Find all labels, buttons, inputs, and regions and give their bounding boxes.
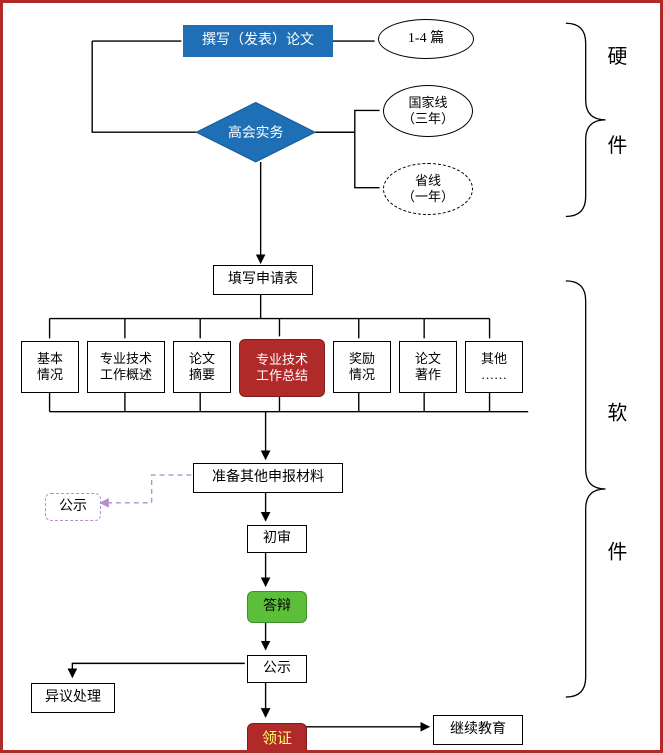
- edge-29: [72, 663, 244, 677]
- side-label-hard2: 件: [607, 135, 627, 157]
- side-label-hard1: 硬: [607, 46, 627, 68]
- side-label-soft2: 件: [607, 541, 627, 563]
- node-n_jixu: 继续教育: [433, 715, 523, 745]
- node-n_chushen: 初审: [247, 525, 307, 553]
- node-c3: 论文 摘要: [173, 341, 231, 393]
- node-n_paper: 撰写（发表）论文: [183, 25, 333, 57]
- node-n_yiyi: 异议处理: [31, 683, 115, 713]
- node-n_lingzh: 领证: [247, 723, 307, 753]
- node-n_prov: 省线 （一年）: [383, 163, 473, 215]
- node-n_national: 国家线 （三年）: [383, 85, 473, 137]
- node-n_gs1: 公示: [45, 493, 101, 521]
- node-n_diamond: [196, 103, 315, 162]
- node-c2: 专业技术 工作概述: [87, 341, 165, 393]
- node-c4: 专业技术 工作总结: [239, 339, 325, 397]
- node-n_gs2: 公示: [247, 655, 307, 683]
- node-n_apply: 填写申请表: [213, 265, 313, 295]
- node-n_diamond-label: 高会实务: [228, 124, 284, 141]
- node-c5: 奖励 情况: [333, 341, 391, 393]
- brace: [566, 281, 606, 697]
- brace: [566, 23, 606, 216]
- flowchart-canvas: 高会实务 硬件软件 撰写（发表）论文1-4 篇国家线 （三年）省线 （一年）填写…: [0, 0, 663, 753]
- node-c6: 论文 著作: [399, 341, 457, 393]
- node-c7: 其他 ……: [465, 341, 523, 393]
- node-n_count: 1-4 篇: [378, 19, 474, 59]
- node-n_other: 准备其他申报材料: [193, 463, 343, 493]
- edge-3: [315, 110, 379, 132]
- node-n_dabian: 答辩: [247, 591, 307, 623]
- side-label-soft1: 软: [607, 403, 627, 425]
- node-c1: 基本 情况: [21, 341, 79, 393]
- edge-24: [100, 475, 191, 503]
- edge-4: [315, 132, 379, 187]
